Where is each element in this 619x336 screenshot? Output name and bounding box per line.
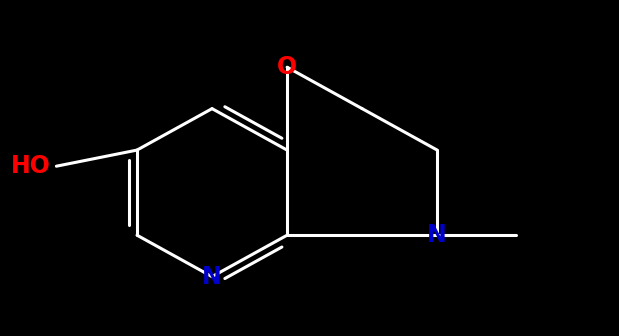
Text: O: O <box>277 55 297 79</box>
Text: HO: HO <box>11 154 51 178</box>
Text: N: N <box>427 223 447 247</box>
Text: N: N <box>202 265 222 289</box>
